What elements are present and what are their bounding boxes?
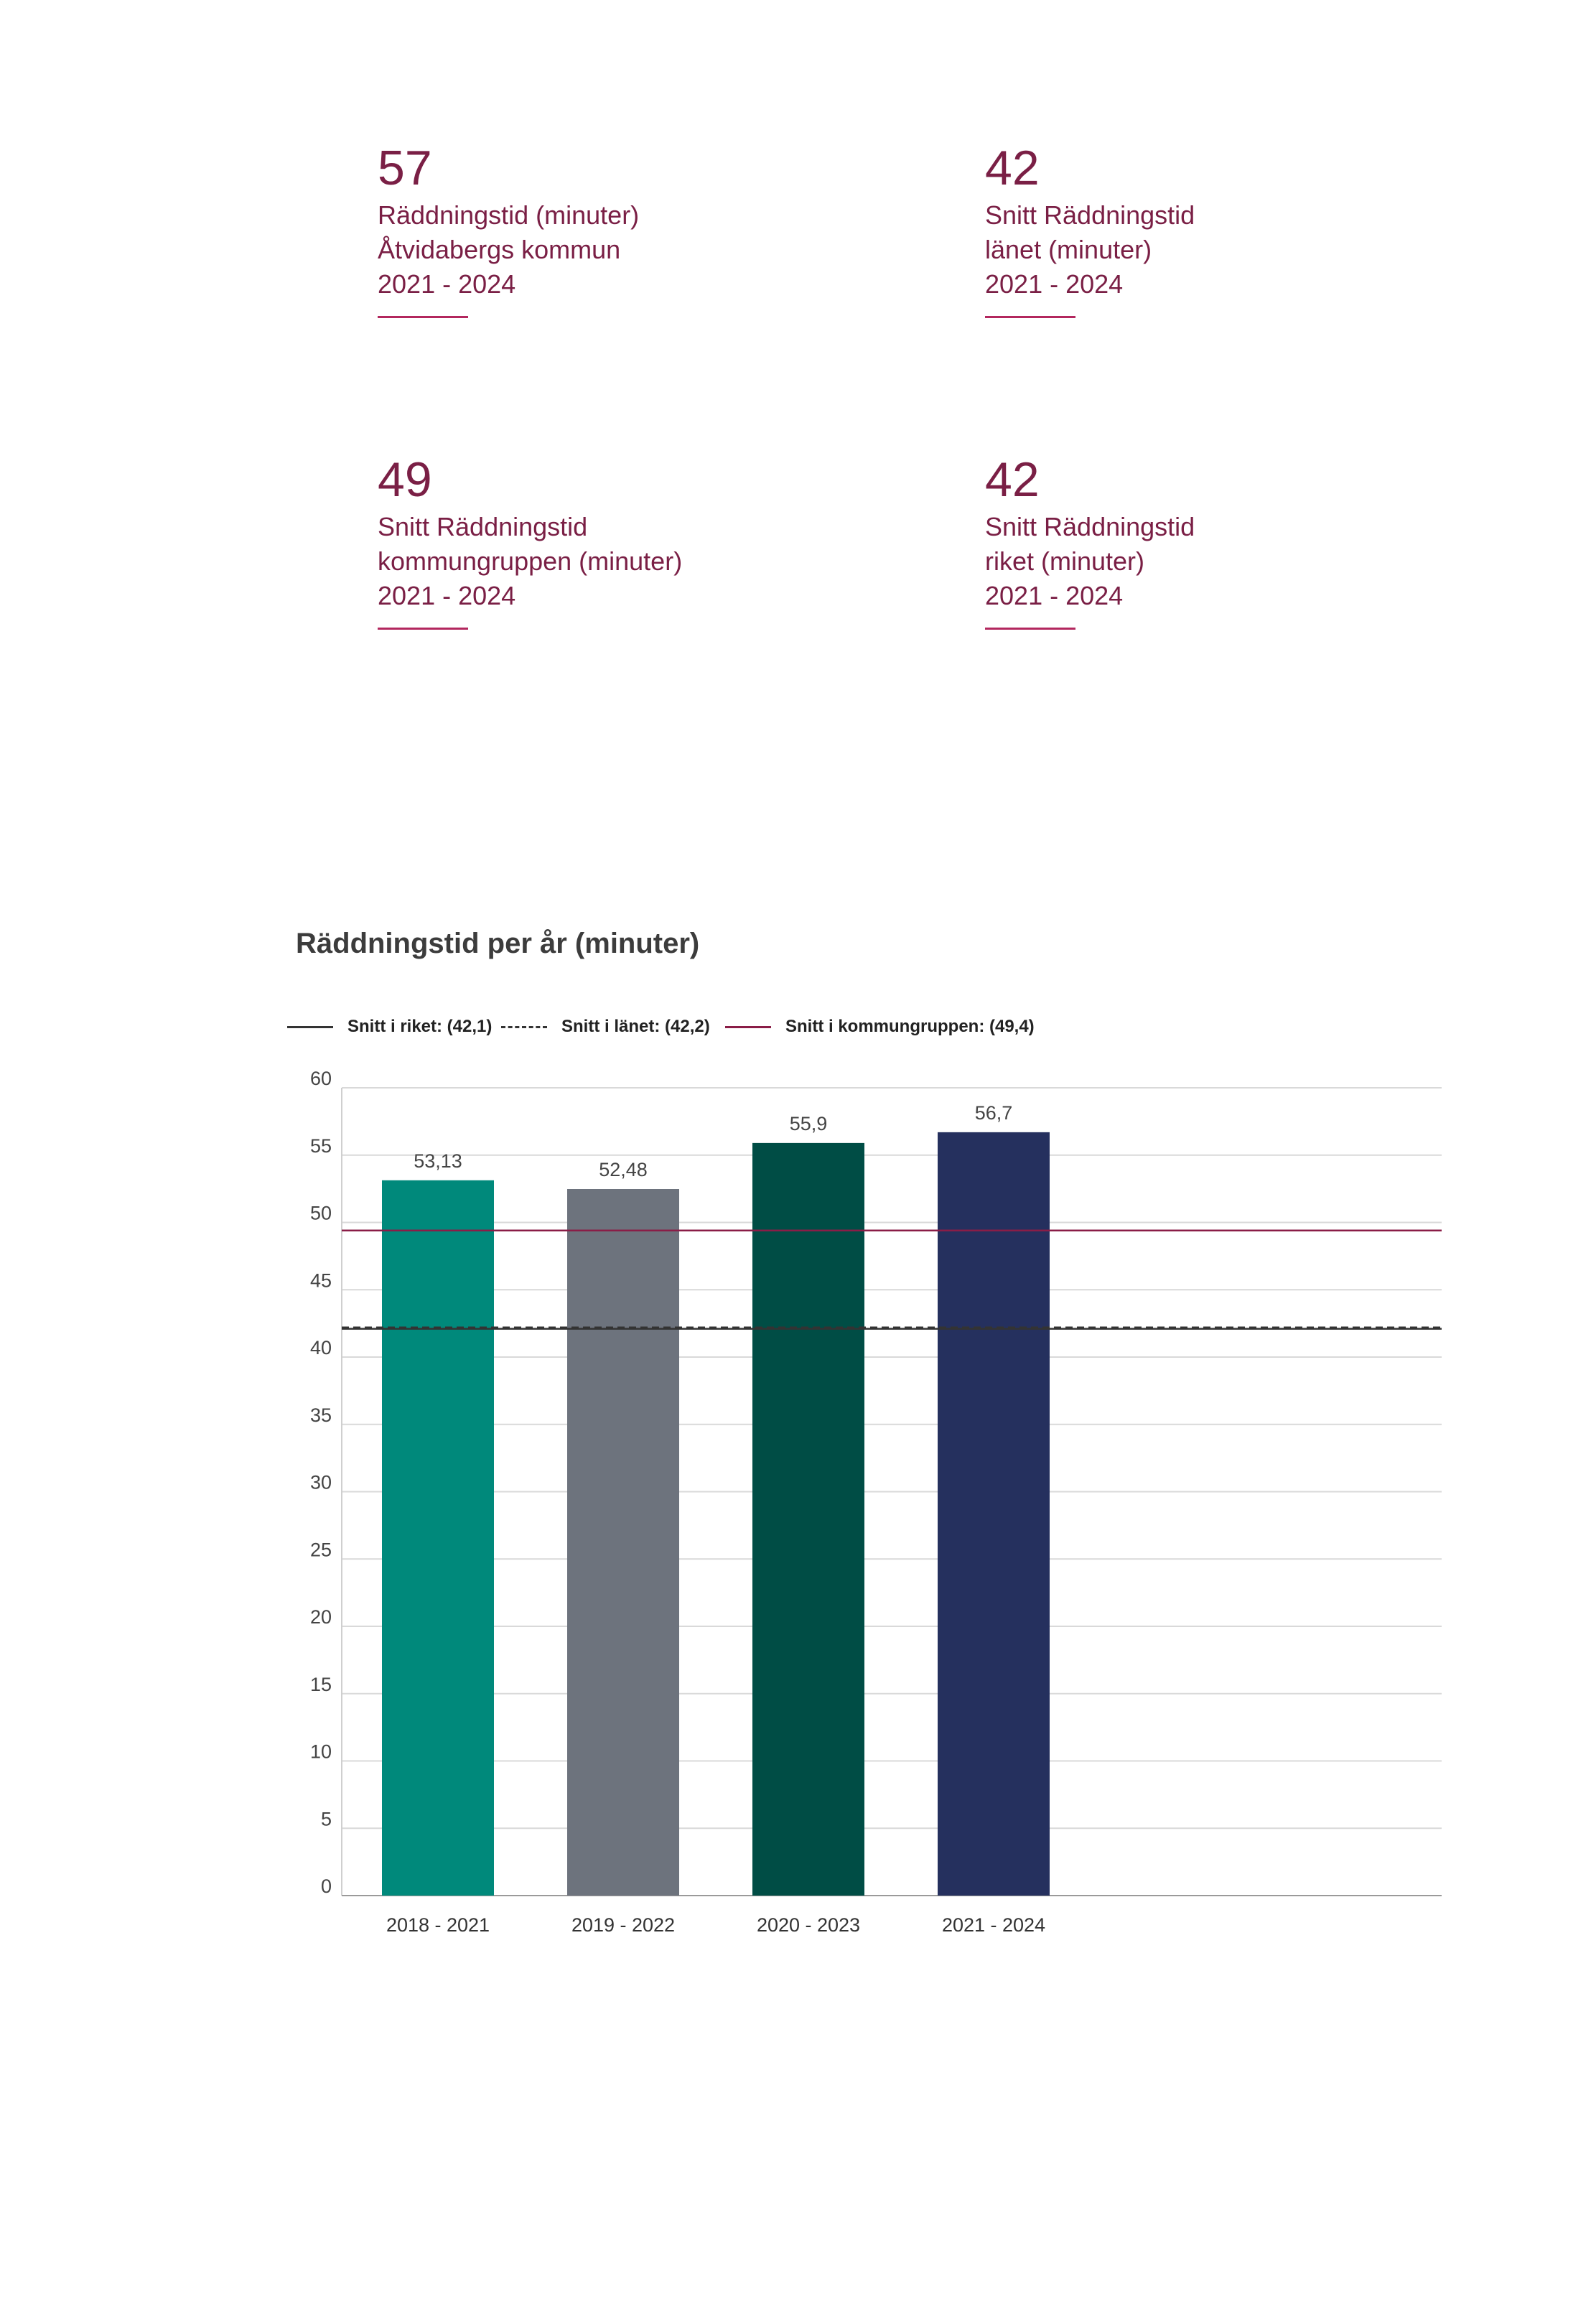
- stat-label: riket (minuter): [985, 546, 1145, 576]
- x-tick-label: 2018 - 2021: [386, 1914, 490, 1936]
- y-tick-label: 30: [310, 1472, 332, 1493]
- y-tick-label: 25: [310, 1539, 332, 1560]
- y-tick-label: 15: [310, 1674, 332, 1695]
- legend-item-lanet: Snitt i länet: (42,2): [501, 1014, 710, 1040]
- stat-period: 2021 - 2024: [378, 581, 516, 610]
- bar: [382, 1180, 494, 1896]
- y-tick-label: 40: [310, 1337, 332, 1358]
- data-label: 52,48: [599, 1159, 648, 1180]
- stat-label: Snitt Räddningstid: [985, 200, 1195, 230]
- legend-swatch-solid: [287, 1025, 333, 1028]
- stat-value: 57: [378, 141, 432, 195]
- y-tick-label: 5: [321, 1808, 332, 1830]
- y-tick-label: 45: [310, 1269, 332, 1291]
- stat-value: 42: [985, 141, 1040, 195]
- stat-value: 49: [378, 452, 432, 507]
- legend-label: Snitt i kommungruppen: (49,4): [785, 1017, 1035, 1036]
- divider: [378, 316, 468, 318]
- grid: [341, 1087, 1442, 1896]
- stat-period: 2021 - 2024: [378, 269, 516, 299]
- bar: [752, 1142, 864, 1896]
- legend-item-riket: Snitt i riket: (42,1): [287, 1014, 492, 1040]
- bar: [567, 1189, 679, 1896]
- bar: [938, 1132, 1050, 1896]
- stat-block-lanet: 42 Snitt Räddningstid länet (minuter) 20…: [985, 141, 1195, 318]
- stat-value: 42: [985, 452, 1040, 507]
- legend-swatch-solid: [725, 1025, 771, 1028]
- legend-label: Snitt i riket: (42,1): [347, 1017, 493, 1036]
- data-label: 53,13: [414, 1150, 462, 1172]
- legend-item-kommungruppen: Snitt i kommungruppen: (49,4): [725, 1014, 1035, 1040]
- reference-lines: [342, 1229, 1442, 1330]
- divider: [985, 628, 1075, 630]
- labels: 0 5 10 15 20 25 30 35 40 45 50 55 60 53,13 2018 - 2021…: [310, 1068, 1045, 1936]
- stat-label: länet (minuter): [985, 235, 1152, 264]
- y-tick-label: 20: [310, 1606, 332, 1628]
- data-label: 56,7: [975, 1102, 1013, 1124]
- y-tick-label: 60: [310, 1068, 332, 1089]
- bars: [382, 1132, 1050, 1896]
- divider: [378, 628, 468, 630]
- stat-label: Räddningstid (minuter): [378, 200, 640, 230]
- stat-block-kommun: 57 Räddningstid (minuter) Åtvidabergs ko…: [378, 141, 639, 318]
- stat-label: Snitt Räddningstid: [985, 512, 1195, 541]
- y-tick-label: 55: [310, 1135, 332, 1157]
- x-tick-label: 2020 - 2023: [757, 1914, 860, 1936]
- stat-period: 2021 - 2024: [985, 269, 1124, 299]
- y-tick-label: 10: [310, 1741, 332, 1763]
- legend-label: Snitt i länet: (42,2): [561, 1017, 710, 1036]
- y-tick-label: 35: [310, 1404, 332, 1426]
- stat-label: kommungruppen (minuter): [378, 546, 683, 576]
- x-tick-label: 2021 - 2024: [942, 1914, 1045, 1936]
- chart-title: Räddningstid per år (minuter): [296, 928, 700, 959]
- stat-label: Snitt Räddningstid: [378, 512, 588, 541]
- stat-label: Åtvidabergs kommun: [378, 235, 621, 264]
- divider: [985, 316, 1075, 318]
- stat-block-riket: 42 Snitt Räddningstid riket (minuter) 20…: [985, 452, 1195, 630]
- legend-swatch-dashed: [501, 1025, 547, 1028]
- x-tick-label: 2019 - 2022: [571, 1914, 675, 1936]
- stat-block-kommungruppen: 49 Snitt Räddningstid kommungruppen (min…: [378, 452, 682, 630]
- y-tick-label: 50: [310, 1203, 332, 1224]
- stat-period: 2021 - 2024: [985, 581, 1124, 610]
- data-label: 55,9: [790, 1113, 828, 1134]
- y-tick-label: 0: [321, 1875, 332, 1897]
